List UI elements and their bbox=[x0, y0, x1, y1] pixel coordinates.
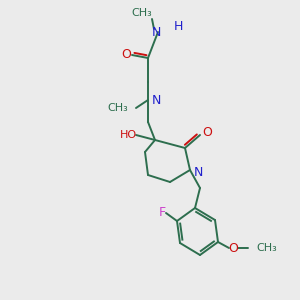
Text: CH₃: CH₃ bbox=[132, 8, 152, 18]
Text: N: N bbox=[151, 26, 161, 38]
Text: O: O bbox=[202, 127, 212, 140]
Text: H: H bbox=[173, 20, 183, 34]
Text: O: O bbox=[228, 242, 238, 254]
Text: O: O bbox=[121, 49, 131, 62]
Text: CH₃: CH₃ bbox=[256, 243, 277, 253]
Text: CH₃: CH₃ bbox=[107, 103, 128, 113]
Text: N: N bbox=[151, 94, 161, 106]
Text: F: F bbox=[158, 206, 166, 220]
Text: N: N bbox=[193, 166, 203, 178]
Text: HO: HO bbox=[119, 130, 136, 140]
